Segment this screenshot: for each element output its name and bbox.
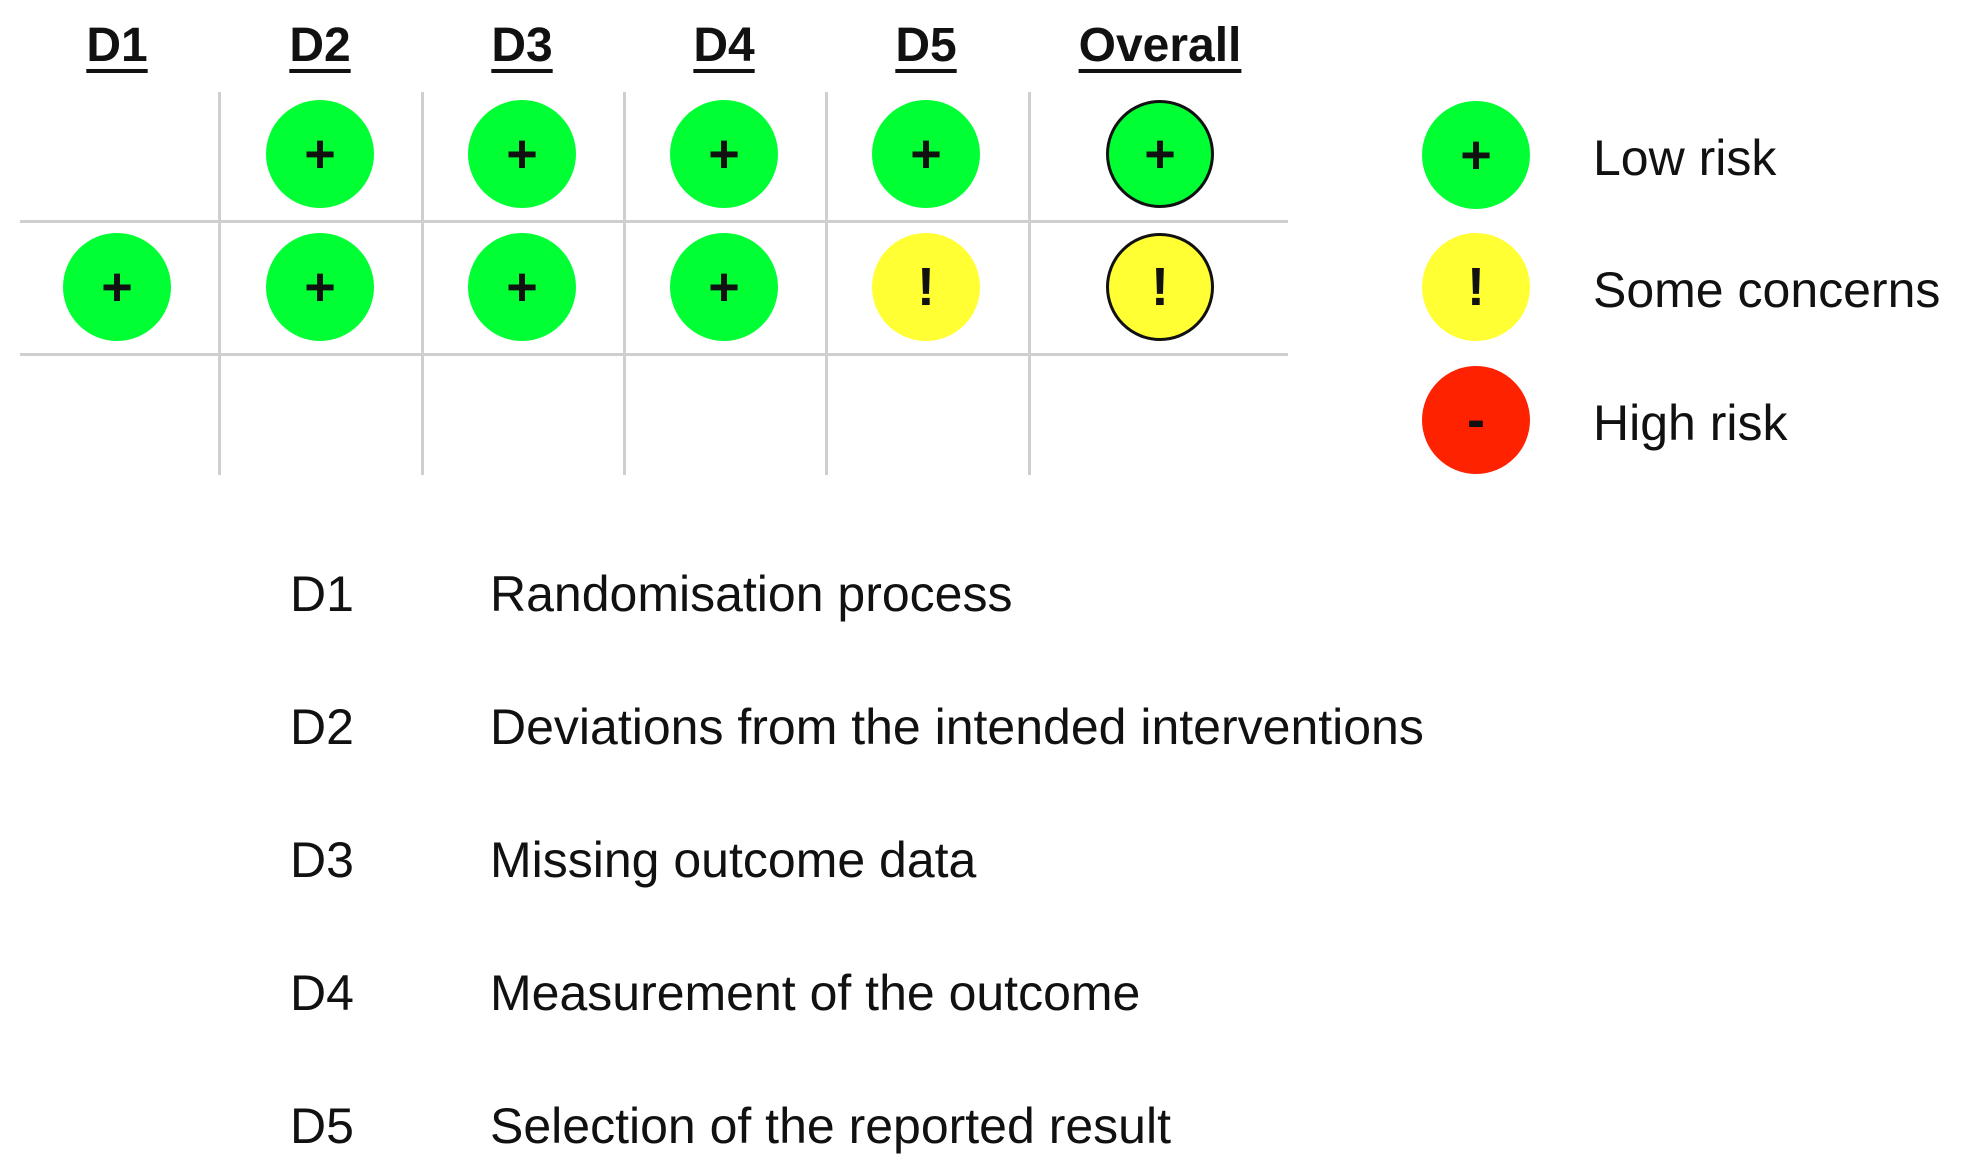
judgement-low-risk-icon: +: [872, 100, 980, 208]
grid-line-horizontal: [20, 220, 1288, 223]
grid-line-vertical: [1028, 92, 1031, 475]
key-text-d3: Missing outcome data: [490, 832, 977, 888]
legend-low-risk-label: Low risk: [1593, 130, 1777, 186]
key-text-d4: Measurement of the outcome: [490, 965, 1141, 1021]
judgement-low-risk-icon: +: [468, 100, 576, 208]
judgement-low-risk-icon: +: [468, 233, 576, 341]
judgement-some-concerns-icon: !: [872, 233, 980, 341]
key-code-d1: D1: [290, 566, 354, 622]
legend-some-concerns-label: Some concerns: [1593, 262, 1941, 318]
key-text-d5: Selection of the reported result: [490, 1098, 1171, 1154]
judgement-low-risk-icon: +: [670, 100, 778, 208]
key-code-d5: D5: [290, 1098, 354, 1154]
judgement-low-risk-icon: +: [1106, 100, 1214, 208]
grid-line-vertical: [218, 92, 221, 475]
key-text-d1: Randomisation process: [490, 566, 1013, 622]
grid-line-vertical: [421, 92, 424, 475]
header-d2: D2: [289, 19, 351, 72]
grid-line-horizontal: [20, 353, 1288, 356]
header-d5: D5: [895, 19, 957, 72]
key-text-d2: Deviations from the intended interventio…: [490, 699, 1424, 755]
header-d1: D1: [86, 19, 148, 72]
judgement-low-risk-icon: +: [670, 233, 778, 341]
grid-line-vertical: [825, 92, 828, 475]
judgement-low-risk-icon: +: [266, 233, 374, 341]
header-overall: Overall: [1078, 19, 1242, 72]
grid-line-vertical: [623, 92, 626, 475]
judgement-some-concerns-icon: !: [1106, 233, 1214, 341]
legend-some-concerns-icon: !: [1422, 233, 1530, 341]
key-code-d4: D4: [290, 965, 354, 1021]
key-code-d3: D3: [290, 832, 354, 888]
header-d4: D4: [693, 19, 755, 72]
key-code-d2: D2: [290, 699, 354, 755]
header-d3: D3: [491, 19, 553, 72]
legend-low-risk-icon: +: [1422, 101, 1530, 209]
judgement-low-risk-icon: +: [266, 100, 374, 208]
judgement-low-risk-icon: +: [63, 233, 171, 341]
legend-high-risk-icon: -: [1422, 366, 1530, 474]
legend-high-risk-label: High risk: [1593, 395, 1788, 451]
